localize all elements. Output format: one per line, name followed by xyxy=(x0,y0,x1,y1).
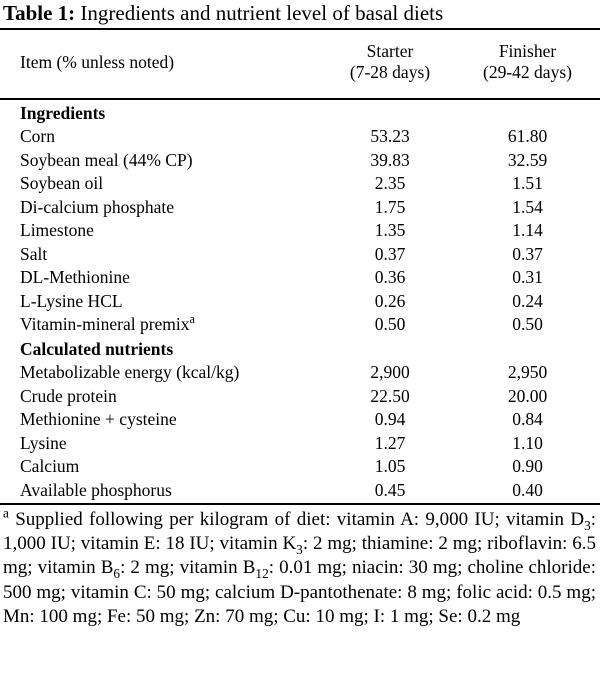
header-rule xyxy=(0,98,600,100)
table-row: Available phosphorus 0.45 0.40 xyxy=(0,480,600,503)
nutrient-label: Crude protein xyxy=(20,385,117,406)
table-row: Soybean meal (44% CP) 39.83 32.59 xyxy=(0,150,600,173)
table-row: Soybean oil 2.35 1.51 xyxy=(0,173,600,196)
ingredient-label: Limestone xyxy=(20,220,94,240)
ingredient-finisher-value: 1.54 xyxy=(512,196,543,217)
ingredient-finisher-value: 0.31 xyxy=(512,267,543,287)
ingredient-finisher-value: 1.14 xyxy=(512,220,543,240)
caption-label: Table 1: xyxy=(3,1,76,25)
footnote-text: : 2 mg; thiamine: 2 mg; riboflavin: 6.5 … xyxy=(3,533,596,579)
table-footnote: a Supplied following per kilogram of die… xyxy=(3,505,596,629)
ingredient-starter-value: 0.50 xyxy=(374,314,406,334)
ingredient-label: Di-calcium phosphate xyxy=(20,196,175,217)
nutrient-finisher-value: 2,950 xyxy=(507,362,548,382)
ingredient-finisher-value: 61.80 xyxy=(507,126,548,146)
header-starter-days: (7-28 days) xyxy=(349,62,431,82)
ingredient-starter-value: 0.26 xyxy=(374,290,406,311)
ingredient-label: Salt xyxy=(20,243,48,264)
ingredient-starter-value: 39.83 xyxy=(370,149,410,170)
header-finisher: Finisher (29-42 days) xyxy=(465,41,590,83)
ingredient-finisher-value: 0.50 xyxy=(512,314,543,334)
nutrient-finisher-value: 0.90 xyxy=(512,456,543,476)
footnote-text: Supplied following per kilogram of diet:… xyxy=(8,509,585,530)
table-row: Di-calcium phosphate 1.75 1.54 xyxy=(0,197,600,220)
nutrient-finisher-value: 0.40 xyxy=(512,479,543,500)
nutrient-starter-value: 1.27 xyxy=(374,432,406,453)
ingredient-finisher-value: 1.51 xyxy=(512,173,543,193)
ingredient-finisher-value: 32.59 xyxy=(507,149,548,170)
footnote-marker: a xyxy=(3,505,9,521)
header-item: Item (% unless noted) xyxy=(20,52,175,72)
caption-text: Ingredients and nutrient level of basal … xyxy=(75,1,444,25)
ingredient-finisher-value: 0.24 xyxy=(512,290,543,311)
footnote-subscript: 3 xyxy=(296,542,303,557)
footnote-text: : 2 mg; vitamin B xyxy=(120,557,256,579)
ingredient-label: Vitamin-mineral premixa xyxy=(20,312,195,334)
nutrient-finisher-value: 1.10 xyxy=(512,432,543,453)
ingredient-starter-value: 1.75 xyxy=(374,196,406,217)
nutrient-finisher-value: 20.00 xyxy=(507,385,548,406)
nutrient-starter-value: 22.50 xyxy=(370,385,410,406)
ingredient-starter-value: 1.35 xyxy=(374,220,406,240)
table-row: Salt 0.37 0.37 xyxy=(0,244,600,267)
nutrient-starter-value: 1.05 xyxy=(374,456,406,476)
nutrient-starter-value: 0.45 xyxy=(374,479,406,500)
footnote-text: : 0.01 mg; niacin: 30 mg; choline chlori… xyxy=(3,557,596,627)
nutrient-label: Lysine xyxy=(20,432,67,453)
ingredient-label: Soybean oil xyxy=(20,173,104,193)
table-row: DL-Methionine 0.36 0.31 xyxy=(0,267,600,290)
table-row: Vitamin-mineral premixa 0.50 0.50 xyxy=(0,312,600,337)
table-caption: Table 1: Ingredients and nutrient level … xyxy=(3,1,443,26)
ingredient-starter-value: 2.35 xyxy=(374,173,406,193)
table-row: Corn 53.23 61.80 xyxy=(0,126,600,149)
nutrient-finisher-value: 0.84 xyxy=(512,409,543,429)
ingredient-starter-value: 53.23 xyxy=(370,126,410,146)
nutrient-label: Calcium xyxy=(20,456,80,476)
ingredient-label: Corn xyxy=(20,126,55,146)
footnote-subscript: 6 xyxy=(113,566,121,582)
section-nutrients: Calculated nutrients xyxy=(20,339,174,359)
footnote-subscript: 3 xyxy=(584,517,591,533)
nutrient-label: Available phosphorus xyxy=(20,479,172,500)
ingredient-label: Soybean meal (44% CP) xyxy=(20,149,193,170)
table-row: Crude protein 22.50 20.00 xyxy=(0,386,600,409)
table-row: L-Lysine HCL 0.26 0.24 xyxy=(0,291,600,314)
ingredient-finisher-value: 0.37 xyxy=(512,243,543,264)
top-rule xyxy=(0,28,600,30)
ingredient-label: DL-Methionine xyxy=(20,267,130,287)
header-starter-title: Starter xyxy=(366,41,414,61)
footnote-text: : 1,000 IU; vitamin E: 18 IU; vitamin K xyxy=(3,509,596,555)
header-finisher-title: Finisher xyxy=(498,41,557,61)
header-finisher-days: (29-42 days) xyxy=(483,62,572,82)
ingredient-starter-value: 0.36 xyxy=(374,267,406,287)
header-starter: Starter (7-28 days) xyxy=(330,41,450,83)
table-row: Methionine + cysteine 0.94 0.84 xyxy=(0,409,600,432)
bottom-rule xyxy=(0,503,600,505)
table-row: Metabolizable energy (kcal/kg) 2,900 2,950 xyxy=(0,362,600,385)
ingredient-label: L-Lysine HCL xyxy=(20,290,123,311)
nutrient-label: Metabolizable energy (kcal/kg) xyxy=(20,362,240,382)
table-row: Limestone 1.35 1.14 xyxy=(0,220,600,243)
table-row: Lysine 1.27 1.10 xyxy=(0,433,600,456)
ingredient-starter-value: 0.37 xyxy=(374,243,406,264)
section-ingredients: Ingredients xyxy=(20,103,106,123)
footnote-subscript: 12 xyxy=(255,566,269,582)
nutrient-starter-value: 2,900 xyxy=(370,362,410,382)
table-row: Calcium 1.05 0.90 xyxy=(0,456,600,479)
nutrient-starter-value: 0.94 xyxy=(374,409,406,429)
footnote-marker: a xyxy=(189,312,195,327)
nutrient-label: Methionine + cysteine xyxy=(20,409,177,429)
